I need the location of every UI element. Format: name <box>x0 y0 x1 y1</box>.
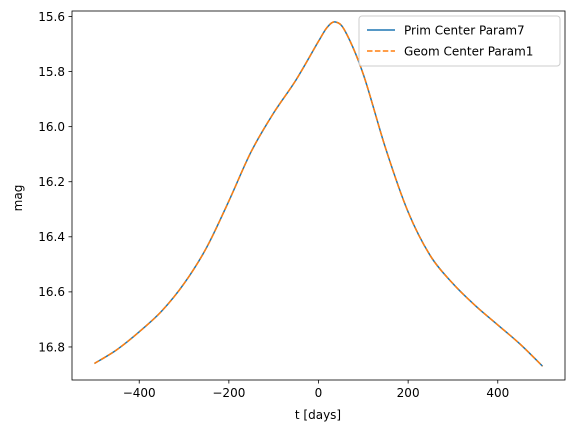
x-tick-label: 200 <box>397 386 420 400</box>
legend-box <box>358 15 561 67</box>
y-tick-label: 16.6 <box>38 285 65 299</box>
legend: Prim Center Param7 Geom Center Param1 <box>358 15 561 67</box>
x-tick-label: −200 <box>212 386 245 400</box>
series-line-2 <box>94 21 544 367</box>
y-tick-label: 16.4 <box>38 230 65 244</box>
axes-layer: −400 −200 0 200 400 15.6 15.8 16.0 16.2 16.4 16.6 1… <box>38 10 566 400</box>
legend-label-2: Geom Center Param1 <box>404 44 533 58</box>
y-tick-label: 15.6 <box>38 10 65 24</box>
y-tick-label: 16.0 <box>38 120 65 134</box>
x-tick-label: 400 <box>486 386 509 400</box>
x-tick-label: −400 <box>123 386 156 400</box>
series-layer <box>94 21 544 367</box>
legend-label-1: Prim Center Param7 <box>404 23 525 37</box>
y-tick-label: 16.2 <box>38 175 65 189</box>
y-tick-label: 15.8 <box>38 65 65 79</box>
x-tick-label: 0 <box>315 386 323 400</box>
y-axis-label: mag <box>11 185 25 212</box>
y-tick-label: 16.8 <box>38 340 65 354</box>
x-axis-label: t [days] <box>295 408 341 422</box>
